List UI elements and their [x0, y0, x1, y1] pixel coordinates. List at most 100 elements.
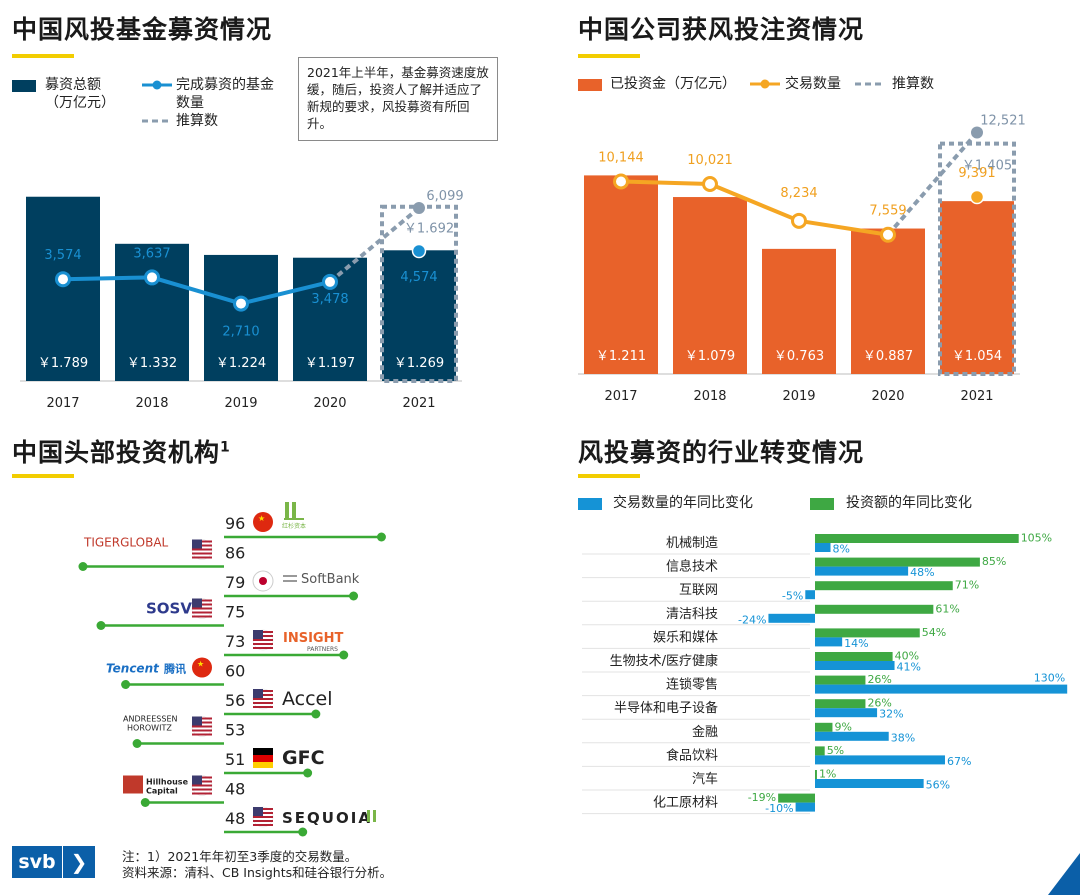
- flag-canton: [253, 689, 263, 698]
- line-point: [233, 295, 249, 312]
- investment-yoy-bar: [778, 793, 815, 803]
- softbank-logo: SoftBank: [301, 572, 360, 587]
- deal-yoy-label: 38%: [891, 731, 915, 744]
- bar: [584, 175, 658, 374]
- hillhouse-logo-mark: [123, 775, 143, 794]
- bar: [115, 243, 189, 381]
- line-point: [791, 212, 807, 229]
- investment-yoy-label: 40%: [895, 650, 919, 663]
- flag-stripe: [192, 607, 212, 610]
- investment-yoy-label: 26%: [867, 673, 891, 686]
- flag-sun: [259, 577, 267, 585]
- investor-value: 48: [225, 809, 245, 828]
- line-point-label: 3,478: [311, 292, 348, 307]
- flag-stripe: [253, 698, 273, 700]
- line-point-label: 3,574: [44, 248, 81, 263]
- investment-yoy-label: 105%: [1021, 532, 1052, 545]
- softbank-logo-mark: [283, 580, 297, 582]
- deal-yoy-label: -5%: [782, 590, 803, 603]
- deal-yoy-bar: [795, 802, 815, 812]
- industry-label: 汽车: [692, 771, 718, 787]
- investment-yoy-label: 1%: [819, 768, 836, 781]
- line-point: [55, 271, 71, 288]
- svb-arrow-icon: ❯: [63, 846, 95, 878]
- bar-value-label: ￥1.332: [127, 356, 177, 371]
- deal-yoy-bar: [815, 637, 843, 647]
- deal-yoy-bar: [815, 543, 831, 552]
- deal-yoy-bar: [815, 731, 889, 741]
- estimate-bar-label: ￥1.405: [962, 159, 1012, 174]
- investor-value: 79: [225, 573, 245, 592]
- panel2-title-underline: [578, 54, 640, 58]
- line-point-label: 3,637: [133, 246, 170, 261]
- estimate-point-label: 6,099: [426, 189, 463, 204]
- investment-yoy-label: -19%: [748, 791, 776, 804]
- p1-legend-line-text: 完成募资的基金: [176, 77, 274, 93]
- panel1-title: 中国风投基金募资情况: [12, 15, 273, 44]
- deal-yoy-label: 32%: [879, 708, 903, 721]
- estimate-point-label: 12,521: [980, 114, 1026, 129]
- flag-stripe: [192, 733, 212, 736]
- footer-notes: 注：1）2021年年初至3季度的交易数量。 资料来源：清科、CB Insights…: [122, 849, 392, 881]
- x-tick-label: 2020: [313, 396, 346, 411]
- p1-legend-est-swatch: [142, 119, 172, 123]
- estimate-bar-outline: [938, 141, 1016, 376]
- investment-yoy-bar: [815, 557, 980, 567]
- flag-stripe: [192, 552, 212, 555]
- bar: [851, 228, 925, 374]
- deal-yoy-bar: [805, 590, 815, 600]
- flag-cn-icon: [192, 657, 212, 678]
- investor-value: 96: [225, 514, 245, 533]
- softbank-logo-mark: [283, 575, 297, 577]
- p2-legend-line-label: 交易数量: [785, 76, 841, 92]
- vc-investment-chart: ￥1.211 2017 ￥1.079 2018 ￥0.763 2019 ￥0.887 2020…: [578, 114, 1026, 404]
- x-tick-label: 2017: [604, 389, 637, 404]
- industry-label: 机械制造: [666, 536, 718, 551]
- insight-logo: INSIGHT: [283, 631, 343, 646]
- p2-legend-line-swatch: [750, 79, 780, 89]
- hongshan-logo-text: 红杉资本: [282, 522, 306, 530]
- deal-yoy-bar: [815, 708, 878, 718]
- line-point-label: 10,144: [598, 150, 644, 165]
- sosv-logo: SOSV: [146, 600, 192, 618]
- investment-yoy-label: 26%: [867, 697, 891, 710]
- line-point-label: 2,710: [222, 325, 259, 340]
- tencent-logo-cn: 腾讯: [164, 662, 186, 676]
- line-point: [702, 176, 718, 193]
- bar-value-label: ￥1.224: [216, 356, 266, 371]
- industry-change-chart: 机械制造 105% 8% 信息技术 85% 48% 互联网 71% -5% 清洁科技 61% -24%…: [582, 532, 1068, 815]
- bar-value-label: ￥1.269: [394, 356, 444, 371]
- bar: [26, 196, 100, 381]
- deal-yoy-bar: [815, 566, 909, 576]
- investor-value: 56: [225, 691, 245, 710]
- deal-yoy-bar: [815, 755, 945, 765]
- flag-band: [253, 755, 273, 762]
- footer-note-line1: 注：1）2021年年初至3季度的交易数量。: [122, 849, 358, 864]
- panel1-title-underline: [12, 54, 74, 58]
- panel3-title-text: 中国头部投资机构: [12, 438, 221, 467]
- investor-value: 75: [225, 603, 245, 622]
- flag-canton: [253, 630, 263, 639]
- p2-legend-bar-label: 已投资金（万亿元）: [610, 76, 736, 92]
- flag-stripe: [192, 611, 212, 614]
- estimate-point: [413, 201, 425, 214]
- deal-yoy-label: -24%: [738, 613, 766, 626]
- x-tick-label: 2020: [871, 389, 904, 404]
- flag-stripe: [192, 792, 212, 795]
- investment-yoy-label: 71%: [955, 579, 979, 592]
- investment-yoy-label: 54%: [922, 626, 946, 639]
- panel4-title-underline: [578, 474, 640, 478]
- p4-legend-b-swatch: [810, 498, 834, 510]
- flag-stripe: [253, 816, 273, 818]
- investor-value: 73: [225, 632, 245, 651]
- insight-logo-sub: PARTNERS: [307, 646, 338, 653]
- p4-legend-a-label: 交易数量的年同比变化: [613, 495, 753, 511]
- sequoia-logo-mark: [367, 810, 370, 822]
- bar-value-label: ￥0.763: [774, 349, 824, 364]
- bar: [382, 250, 456, 381]
- deal-yoy-bar: [815, 779, 924, 788]
- estimate-bar-label: ￥1.692: [404, 222, 454, 237]
- investor-bar-end: [78, 562, 88, 571]
- gfc-logo: GFC: [282, 747, 325, 769]
- investor-bar-end: [311, 709, 321, 719]
